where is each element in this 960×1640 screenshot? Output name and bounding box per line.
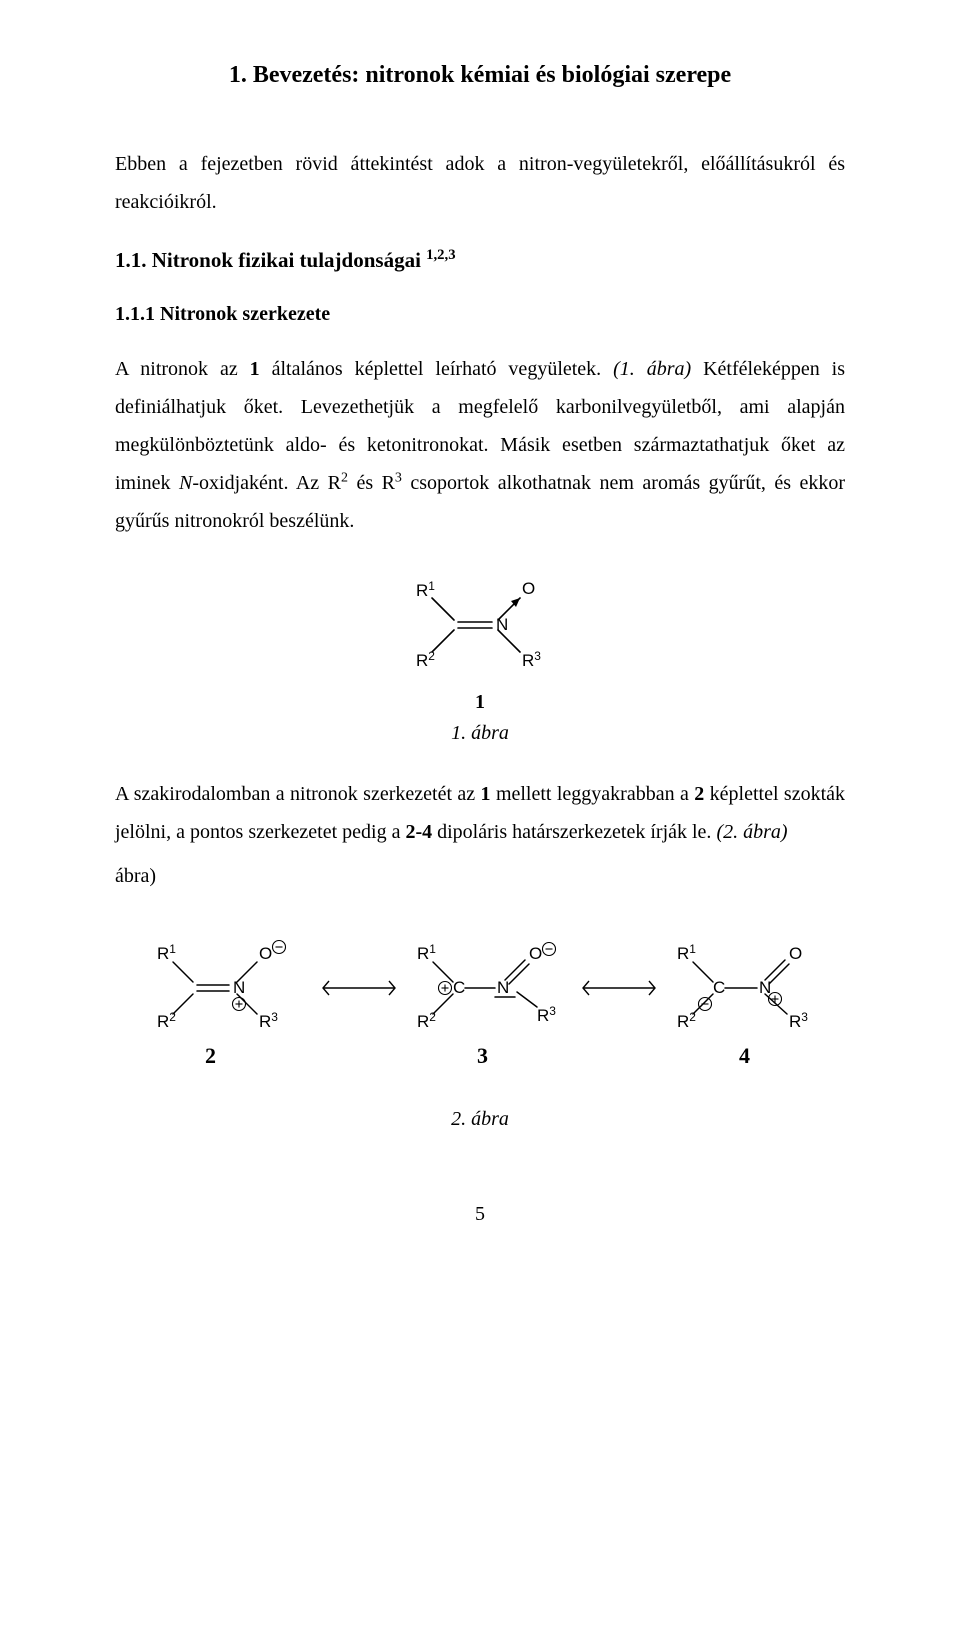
heading-sub-superscript: 1,2,3 <box>426 247 455 263</box>
body-text: általános képlettel leírható vegyületek. <box>260 358 613 380</box>
body-text: dipoláris határszerkezetek írják le. <box>432 821 716 843</box>
paragraph-intro: Ebben a fejezetben rövid áttekintést ado… <box>115 145 845 221</box>
compound-label-2: 2 <box>205 1043 216 1068</box>
compound-label-1: 1 <box>115 691 845 714</box>
compound-label-3: 3 <box>477 1043 488 1068</box>
body-text: A nitronok az <box>115 358 250 380</box>
group-r2: R2 <box>416 649 435 670</box>
group-r3: R3 <box>522 649 541 670</box>
atom-n: N <box>497 978 509 997</box>
group-r1: R1 <box>416 579 435 600</box>
heading-subsubsection: 1.1.1 Nitronok szerkezete <box>115 303 845 326</box>
superscript-3: 3 <box>395 471 402 486</box>
heading-main: 1. Bevezetés: nitronok kémiai és biológi… <box>115 60 845 91</box>
body-text: mellett leggyakrabban a <box>491 783 695 805</box>
group-r3: R3 <box>789 1010 808 1031</box>
body-text: és R <box>348 472 395 494</box>
body-text-abra: ábra) <box>115 865 156 887</box>
paragraph-main: A nitronok az 1 általános képlettel leír… <box>115 350 845 540</box>
compound-ref-2-4: 2-4 <box>405 821 432 843</box>
paragraph-fig2-intro: A szakirodalomban a nitronok szerkezetét… <box>115 775 845 851</box>
structure-1: N O R1 R2 R3 <box>410 570 550 680</box>
atom-n: N <box>233 978 245 997</box>
atom-n: N <box>759 978 771 997</box>
group-r1: R1 <box>157 942 176 963</box>
atom-o: O <box>259 944 272 963</box>
body-text: A szakirodalomban a nitronok szerkezetét… <box>115 783 481 805</box>
atom-o: O <box>529 944 542 963</box>
atom-o: O <box>522 579 535 598</box>
compound-ref-2: 2 <box>694 783 704 805</box>
heading-sub-text: 1.1. Nitronok fizikai tulajdonságai <box>115 248 426 272</box>
figure-ref-1: (1. ábra) <box>613 358 691 380</box>
document-page: 1. Bevezetés: nitronok kémiai és biológi… <box>0 0 960 1266</box>
atom-n: N <box>496 615 508 634</box>
group-r1: R1 <box>417 942 436 963</box>
resonance-structures: N O R1 R2 R3 2 <box>115 925 845 1075</box>
compound-label-4: 4 <box>739 1043 750 1068</box>
group-r2: R2 <box>417 1010 436 1031</box>
superscript-2: 2 <box>341 471 348 486</box>
atom-c: C <box>453 978 465 997</box>
figure-caption-2: 2. ábra <box>115 1108 845 1131</box>
group-r3: R3 <box>537 1004 556 1025</box>
group-r1: R1 <box>677 942 696 963</box>
body-text: -oxidjaként. Az R <box>192 472 341 494</box>
heading-subsection: 1.1. Nitronok fizikai tulajdonságai 1,2,… <box>115 247 845 273</box>
group-r2: R2 <box>677 1010 696 1031</box>
atom-c: C <box>713 978 725 997</box>
figure-caption-1: 1. ábra <box>115 722 845 745</box>
figure-2: N O R1 R2 R3 2 <box>115 925 845 1131</box>
locant-n: N <box>179 472 192 494</box>
page-number: 5 <box>115 1203 845 1226</box>
paragraph-fig2-tail: ábra) <box>115 857 845 895</box>
compound-ref-1: 1 <box>250 358 260 380</box>
compound-ref-1b: 1 <box>481 783 491 805</box>
group-r3: R3 <box>259 1010 278 1031</box>
atom-o: O <box>789 944 802 963</box>
group-r2: R2 <box>157 1010 176 1031</box>
figure-1: N O R1 R2 R3 1 1. ábra <box>115 570 845 745</box>
figure-ref-2: (2. ábra) <box>716 821 787 843</box>
